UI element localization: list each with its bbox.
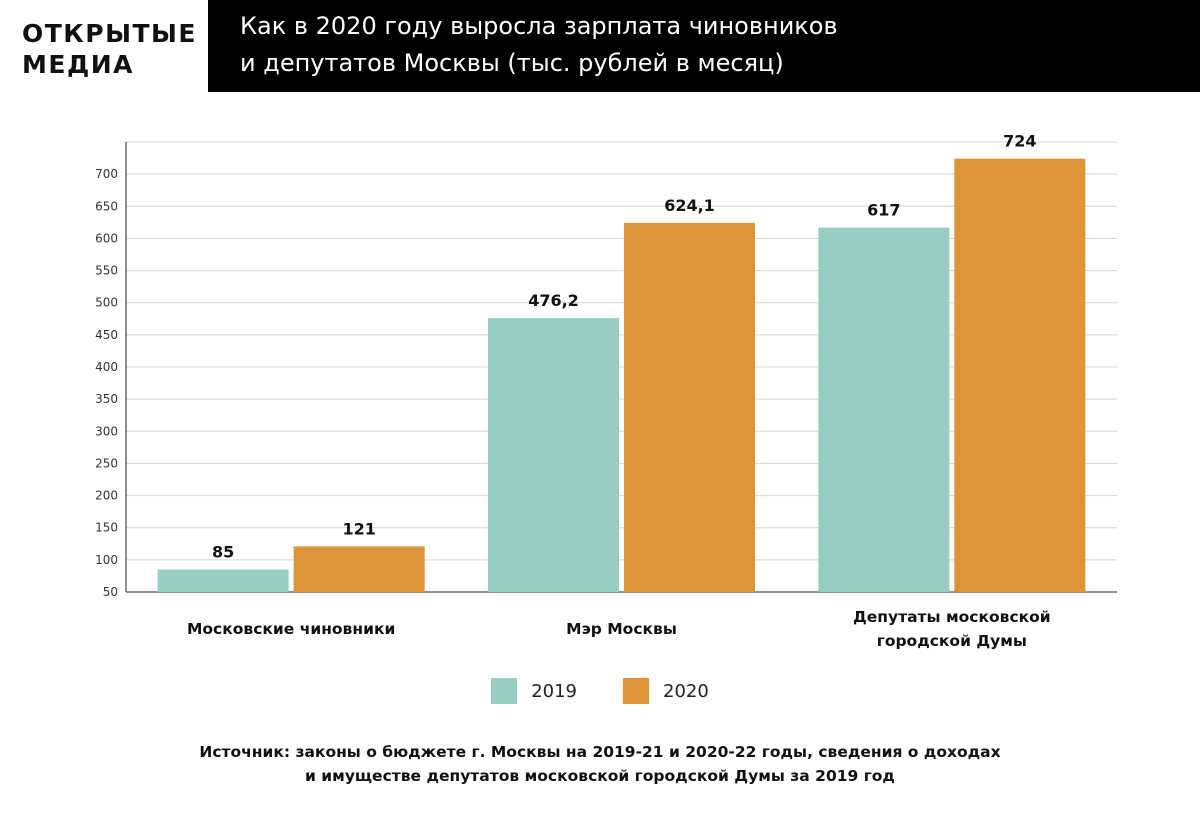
category-label: городской Думы <box>877 632 1027 650</box>
source-line-1: Источник: законы о бюджете г. Москвы на … <box>199 743 1001 761</box>
data-label-2020: 724 <box>1003 132 1036 151</box>
y-tick-label: 100 <box>95 553 118 567</box>
legend-label-2020: 2020 <box>663 680 709 702</box>
data-label-2020: 121 <box>342 519 375 538</box>
bar-2020 <box>293 546 425 592</box>
y-tick-label: 350 <box>95 392 118 406</box>
logo-line-2: МЕДИА <box>22 50 134 79</box>
source-note: Источник: законы о бюджете г. Москвы на … <box>0 740 1200 788</box>
source-line-2: и имуществе депутатов московской городск… <box>305 767 895 785</box>
y-tick-label: 400 <box>95 360 118 374</box>
logo-line-1: ОТКРЫТЫЕ <box>22 19 198 48</box>
chart-title-line-1: Как в 2020 году выросла зарплата чиновни… <box>240 12 838 40</box>
bar-2019 <box>488 318 619 592</box>
y-tick-label: 200 <box>95 489 118 503</box>
data-label-2019: 617 <box>867 201 900 220</box>
bar-2020 <box>954 158 1086 592</box>
legend-item-2020: 2020 <box>623 678 709 704</box>
y-tick-label: 250 <box>95 456 118 470</box>
category-label: Мэр Москвы <box>566 620 677 638</box>
y-tick-label: 700 <box>95 167 118 181</box>
legend: 2019 2020 <box>0 678 1200 704</box>
bar-2019 <box>157 569 289 592</box>
y-tick-label: 500 <box>95 296 118 310</box>
data-label-2019: 85 <box>212 543 234 562</box>
chart-title-line-2: и депутатов Москвы (тыс. рублей в месяц) <box>240 49 784 77</box>
y-tick-label: 300 <box>95 424 118 438</box>
data-label-2019: 476,2 <box>528 291 579 310</box>
legend-item-2019: 2019 <box>491 678 577 704</box>
legend-swatch-2020 <box>623 678 649 704</box>
bar-2020 <box>624 222 755 592</box>
chart-title: Как в 2020 году выросла зарплата чиновни… <box>240 8 838 82</box>
category-label: Московские чиновники <box>187 620 395 638</box>
y-tick-label: 50 <box>103 585 118 599</box>
logo: ОТКРЫТЫЕ МЕДИА <box>22 18 197 80</box>
legend-swatch-2019 <box>491 678 518 704</box>
y-tick-label: 550 <box>95 264 118 278</box>
category-label: Депутаты московской <box>853 608 1051 626</box>
legend-label-2019: 2019 <box>531 680 577 702</box>
y-tick-label: 650 <box>95 199 118 213</box>
y-tick-label: 150 <box>95 521 118 535</box>
title-banner: Как в 2020 году выросла зарплата чиновни… <box>208 0 1200 92</box>
data-label-2020: 624,1 <box>664 196 715 215</box>
y-tick-label: 600 <box>95 231 118 245</box>
bar-2019 <box>818 227 950 592</box>
y-tick-label: 450 <box>95 328 118 342</box>
